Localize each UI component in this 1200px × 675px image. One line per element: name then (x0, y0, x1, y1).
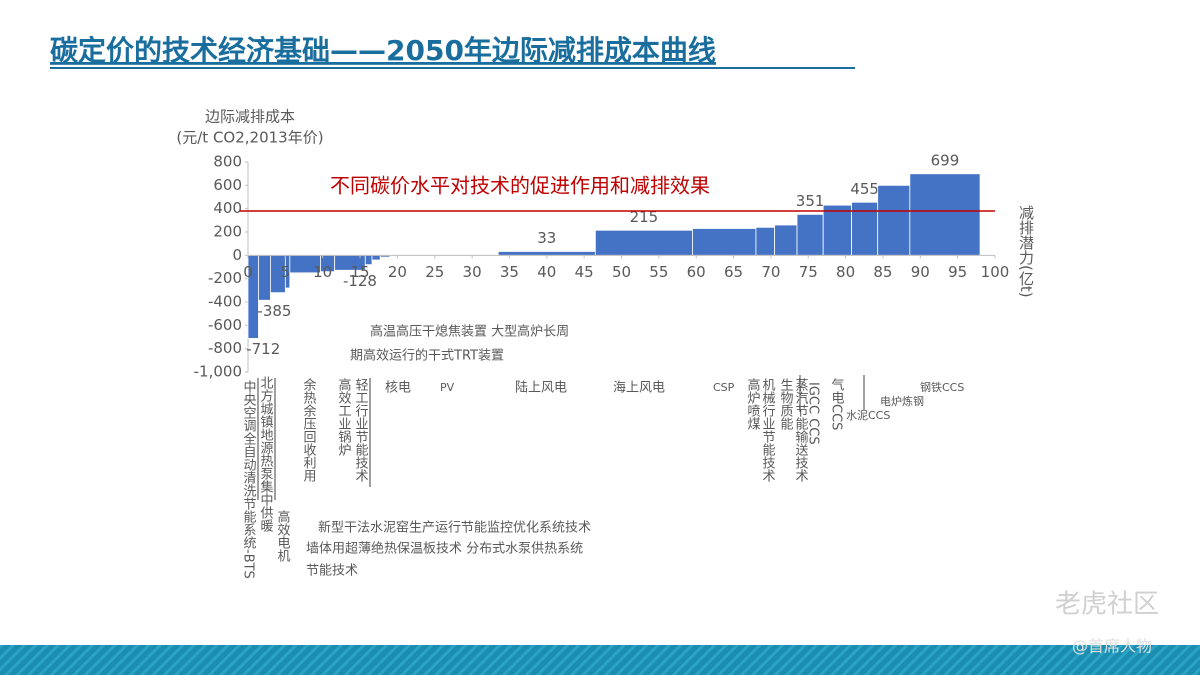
tech-label: 机械行业节能技术 (760, 378, 776, 482)
x-tick-label: 50 (612, 263, 631, 281)
x-tick-label: 35 (500, 263, 519, 281)
reference-label: 不同碳价水平对技术的促进作用和减排效果 (330, 174, 710, 198)
data-label: 351 (796, 192, 825, 210)
x-tick-label: 65 (724, 263, 743, 281)
tech-label: 北方城镇地源热泵集中供暖 (258, 376, 274, 532)
bar (909, 173, 981, 256)
x-tick-label: 10 (313, 263, 332, 281)
data-label: -712 (246, 340, 280, 358)
tech-label: 电炉炼钢 (880, 394, 924, 408)
y-tick-label: 200 (213, 223, 242, 241)
watermark: @首席人物 (1072, 637, 1152, 656)
title: 碳定价的技术经济基础——2050年边际减排成本曲线 (50, 34, 716, 67)
x-tick-label: 90 (911, 263, 930, 281)
y-tick-label: -200 (208, 269, 242, 287)
x-axis-label: 减排潜力(亿t) (1017, 205, 1035, 298)
bar (497, 251, 596, 256)
y-tick-label: 400 (213, 199, 242, 217)
bar (371, 254, 381, 261)
data-label: 699 (931, 151, 960, 169)
bar (796, 213, 824, 256)
x-tick-label: 0 (243, 263, 253, 281)
bar (258, 254, 271, 301)
tech-label: 水泥CCS (846, 409, 890, 422)
bar (822, 204, 852, 256)
y-tick-label: -800 (208, 339, 242, 357)
x-tick-label: 40 (537, 263, 556, 281)
x-tick-label: 95 (948, 263, 967, 281)
tech-label: 高温高压干熄焦装置 大型高炉长周 (370, 324, 569, 340)
tech-label: 高效工业锅炉 (336, 377, 352, 456)
tech-label: 节能技术 (306, 564, 358, 579)
y-tick-label: -400 (208, 293, 242, 311)
footer-band (0, 645, 1200, 675)
tech-label: 钢铁CCS (920, 381, 964, 394)
tech-label: 余热余压回收利用 (301, 377, 317, 483)
bar (755, 226, 776, 256)
y-tick-label: 600 (213, 176, 242, 194)
x-tick-label: 70 (761, 263, 780, 281)
y-axis-label: (元/t CO2,2013年价) (176, 129, 323, 147)
data-label: 215 (630, 208, 659, 226)
y-tick-label: 800 (213, 153, 242, 171)
x-tick-label: 100 (981, 263, 1010, 281)
x-tick-label: 5 (281, 263, 291, 281)
x-tick-label: 15 (351, 263, 370, 281)
x-tick-label: 20 (388, 263, 407, 281)
tech-label: 中央空调全自动清洗节能系统-BTS (241, 380, 257, 579)
tech-label: 陆上风电 (515, 380, 567, 396)
y-tick-label: -600 (208, 316, 242, 334)
bar (851, 201, 879, 256)
tech-label: 海上风电 (613, 381, 665, 396)
tech-label: PV (440, 381, 455, 394)
tech-label: 核电 (385, 381, 411, 396)
tech-label: IGCC CCS (806, 382, 821, 445)
y-tick-label: -1,000 (194, 363, 242, 381)
bar (877, 184, 911, 256)
x-tick-label: 75 (799, 263, 818, 281)
tech-label: 高炉喷煤 (745, 377, 761, 430)
bar (594, 229, 693, 256)
data-label: 33 (537, 229, 556, 247)
x-tick-label: 85 (873, 263, 892, 281)
x-tick-label: 55 (649, 263, 668, 281)
tech-label: 气电CCS (829, 377, 845, 430)
tech-label: 期高效运行的干式TRT装置 (350, 348, 504, 364)
tech-label: 新型干法水泥窑生产运行节能监控优化系统技术 (318, 520, 591, 536)
bar (692, 228, 757, 256)
bar (774, 224, 798, 256)
x-tick-label: 80 (836, 263, 855, 281)
x-tick-label: 60 (687, 263, 706, 281)
y-tick-label: 0 (232, 246, 242, 264)
x-tick-label: 45 (575, 263, 594, 281)
data-label: -128 (343, 272, 377, 290)
tech-label: 轻工行业节能技术 (353, 378, 369, 482)
tech-label: 蒸汽节能输送技术 (793, 378, 809, 482)
tech-label: 高效电机 (275, 509, 291, 563)
x-tick-label: 25 (425, 263, 444, 281)
tech-label: 生物质能 (778, 378, 794, 430)
tech-label: 墙体用超薄绝热保温板技术 分布式水泵供热系统 (306, 541, 583, 557)
y-axis-label: 边际减排成本 (205, 108, 295, 126)
tech-label: CSP (713, 381, 735, 394)
watermark: 老虎社区 (1055, 590, 1159, 620)
data-label: -385 (257, 302, 291, 320)
data-label: 455 (850, 180, 879, 198)
x-tick-label: 30 (463, 263, 482, 281)
